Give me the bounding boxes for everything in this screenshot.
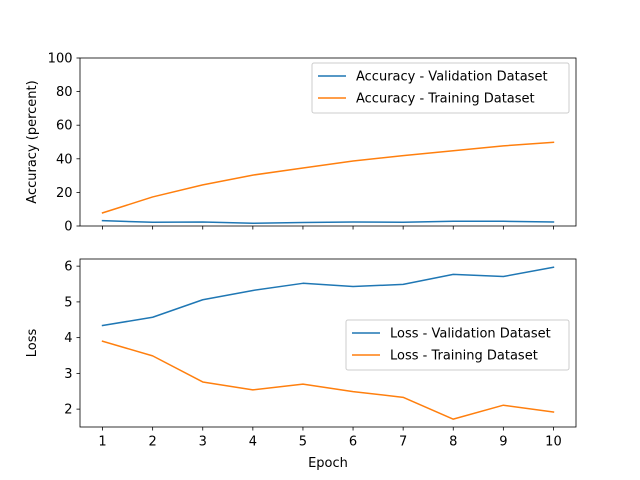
y-tick-label: 0 bbox=[64, 220, 72, 235]
legend-label: Accuracy - Training Dataset bbox=[356, 92, 535, 107]
series-line-accuracy-validation-dataset bbox=[101, 219, 555, 225]
series-line-loss-validation-dataset bbox=[101, 266, 555, 327]
y-tick-label: 40 bbox=[56, 152, 73, 167]
series-line-accuracy-training-dataset bbox=[101, 141, 555, 214]
y-tick-label: 6 bbox=[64, 260, 72, 275]
legend-box bbox=[345, 319, 570, 371]
legend-label: Accuracy - Validation Dataset bbox=[356, 70, 548, 85]
y-tick-label: 20 bbox=[56, 186, 73, 201]
legend-label: Loss - Validation Dataset bbox=[390, 327, 551, 342]
axes-frame bbox=[79, 258, 577, 428]
x-tick-label: 4 bbox=[249, 435, 257, 450]
y-tick-label: 80 bbox=[56, 85, 73, 100]
y-tick-label: 2 bbox=[64, 403, 72, 418]
y-tick-label: 100 bbox=[48, 52, 73, 67]
legend: Loss - Validation Dataset Loss - Training… bbox=[345, 319, 570, 371]
y-tick-label: 4 bbox=[64, 331, 72, 346]
loss-subplot: 1 2 3 4 5 6 7 8 9 10 2 3 4 5 6 Loss Epoch Loss - Validati… bbox=[25, 258, 577, 471]
x-tick-label: 10 bbox=[545, 435, 562, 450]
x-tick-label: 3 bbox=[199, 435, 207, 450]
x-tick-label: 1 bbox=[98, 435, 106, 450]
x-axis-label: Epoch bbox=[308, 456, 348, 471]
y-tick-label: 60 bbox=[56, 119, 73, 134]
legend: Accuracy - Validation Dataset Accuracy - … bbox=[311, 62, 570, 114]
accuracy-subplot: 0 20 40 60 80 100 Accuracy (percent) Accuracy -… bbox=[25, 52, 577, 235]
y-axis-label: Loss bbox=[25, 329, 40, 358]
x-tick-label: 2 bbox=[149, 435, 157, 450]
x-tick-label: 9 bbox=[499, 435, 507, 450]
axes-frame bbox=[79, 57, 577, 227]
legend-box bbox=[311, 62, 570, 114]
legend-label: Loss - Training Dataset bbox=[390, 349, 538, 364]
y-tick-label: 5 bbox=[64, 295, 72, 310]
x-tick-label: 5 bbox=[299, 435, 307, 450]
x-tick-label: 6 bbox=[349, 435, 357, 450]
y-tick-label: 3 bbox=[64, 367, 72, 382]
series-line-loss-training-dataset bbox=[101, 340, 555, 420]
x-tick-label: 7 bbox=[399, 435, 407, 450]
y-axis-label: Accuracy (percent) bbox=[25, 80, 40, 203]
x-tick-label: 8 bbox=[449, 435, 457, 450]
